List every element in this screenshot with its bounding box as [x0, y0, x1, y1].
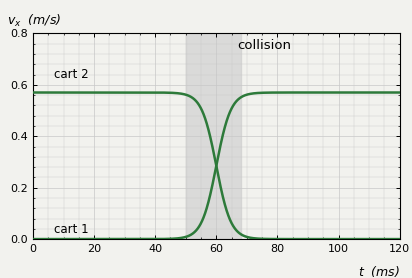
Text: cart 1: cart 1	[54, 223, 89, 236]
Text: $v_x$  (m/s): $v_x$ (m/s)	[7, 13, 61, 29]
Text: cart 2: cart 2	[54, 68, 89, 81]
Bar	[186, 33, 241, 239]
Text: collision: collision	[238, 38, 292, 51]
Text: $t$  (ms): $t$ (ms)	[358, 264, 400, 278]
